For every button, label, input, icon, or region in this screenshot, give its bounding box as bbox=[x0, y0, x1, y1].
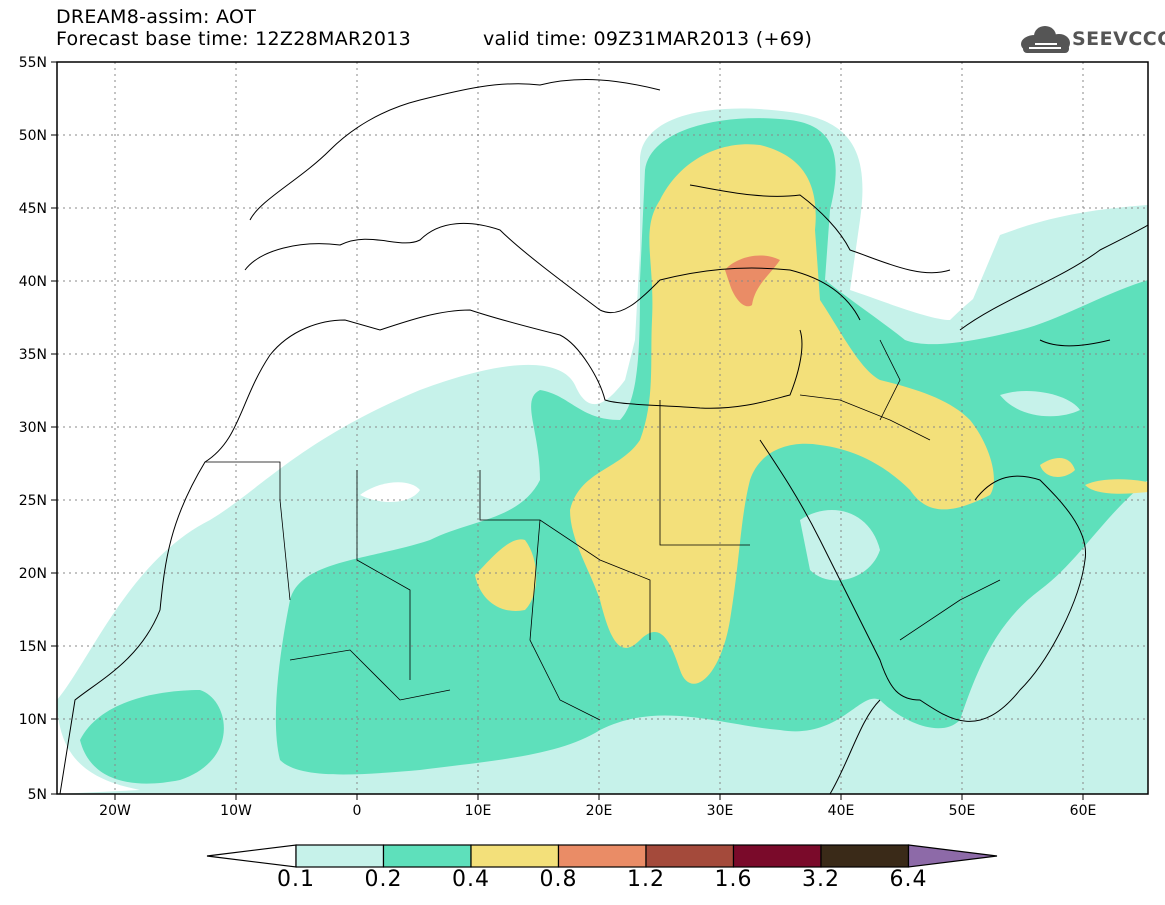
chart-title: DREAM8-assim: AOT bbox=[56, 6, 257, 28]
lon-label: 40E bbox=[828, 803, 855, 819]
lat-label: 45N bbox=[19, 201, 47, 217]
lat-label: 50N bbox=[19, 128, 47, 144]
aot-shading bbox=[57, 62, 1148, 794]
aot-contour-0.4 bbox=[570, 144, 994, 684]
borders bbox=[205, 339, 1001, 721]
colorbar-label: 1.2 bbox=[627, 867, 665, 892]
valid-time: valid time: 09Z31MAR2013 (+69) bbox=[483, 28, 813, 50]
lat-label: 20N bbox=[19, 566, 47, 582]
lon-label: 20E bbox=[586, 803, 613, 819]
colorbar-upper-triangle bbox=[907, 844, 998, 868]
colorbar-label: 6.4 bbox=[889, 867, 928, 892]
lat-label: 15N bbox=[19, 639, 47, 655]
colorbar-label: 0.1 bbox=[277, 867, 315, 892]
lon-label: 30E bbox=[707, 803, 734, 819]
graticule bbox=[57, 62, 1148, 794]
colorbar-label: 0.4 bbox=[452, 867, 490, 892]
aot-contour-0.2 bbox=[80, 690, 224, 784]
lon-label: 10E bbox=[465, 803, 492, 819]
lon-label: 60E bbox=[1070, 803, 1097, 819]
forecast-base-time: Forecast base time: 12Z28MAR2013 bbox=[56, 28, 412, 50]
lon-labels: 20W 10W 0 10E 20E 30E 40E 50E 60E bbox=[99, 803, 1096, 819]
colorbar-swatch bbox=[470, 844, 560, 868]
coastlines bbox=[59, 79, 1148, 794]
colorbar-label: 0.2 bbox=[364, 867, 403, 892]
colorbar-label: 1.6 bbox=[714, 867, 753, 892]
colorbar-label: 3.2 bbox=[802, 867, 840, 892]
lon-label: 0 bbox=[353, 803, 362, 819]
aot-contour-0.1-caspian bbox=[960, 205, 1148, 330]
colorbar-swatch bbox=[295, 844, 385, 868]
lat-labels: 55N 50N 45N 40N 35N 30N 25N 20N 15N 10N … bbox=[19, 55, 47, 803]
cloud-icon bbox=[1021, 26, 1070, 53]
colorbar-lower-triangle bbox=[206, 844, 297, 868]
lon-label: 50E bbox=[949, 803, 976, 819]
colorbar-swatch bbox=[645, 844, 735, 868]
lon-label: 10W bbox=[220, 803, 252, 819]
lat-label: 35N bbox=[19, 347, 47, 363]
lat-label: 55N bbox=[19, 55, 47, 71]
lon-label: 20W bbox=[99, 803, 131, 819]
axis-ticks bbox=[51, 61, 1084, 800]
lat-label: 25N bbox=[19, 493, 47, 509]
colorbar-swatch bbox=[732, 844, 822, 868]
lat-label: 40N bbox=[19, 274, 47, 290]
logo-text: SEEVCCC bbox=[1072, 28, 1165, 50]
colorbar-label: 0.8 bbox=[539, 867, 578, 892]
colorbar-swatch bbox=[557, 844, 647, 868]
colorbar-swatch bbox=[382, 844, 472, 868]
lat-label: 30N bbox=[19, 420, 47, 436]
colorbar-swatch bbox=[820, 844, 910, 868]
lat-label: 5N bbox=[28, 787, 47, 803]
lat-label: 10N bbox=[19, 712, 47, 728]
